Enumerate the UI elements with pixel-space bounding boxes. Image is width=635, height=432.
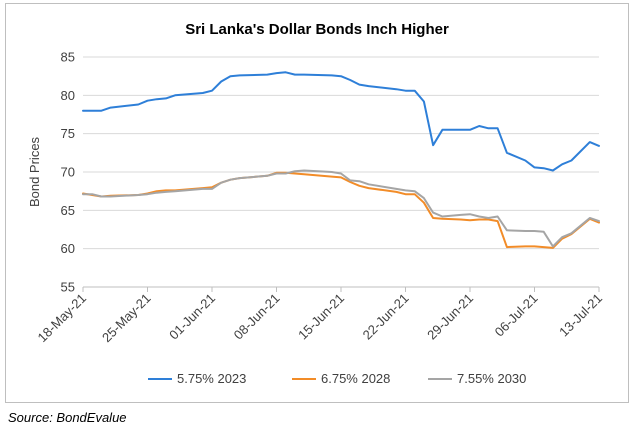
line-chart: Sri Lanka's Dollar Bonds Inch Higher 55 60… [27,21,605,386]
y-tick-label-75: 75 [61,126,75,141]
y-tick-label-60: 60 [61,241,75,256]
x-tick-label-1: 25-May-21 [99,291,154,346]
x-tick-label-6: 29-Jun-21 [424,291,476,343]
chart-title: Sri Lanka's Dollar Bonds Inch Higher [185,21,449,38]
x-tick-label-2: 01-Jun-21 [166,291,218,343]
y-tick-label-70: 70 [61,165,75,180]
source-caption: Source: BondEvalue [8,410,127,425]
x-tick-label-4: 15-Jun-21 [295,291,347,343]
legend-label-2: 7.55% 2030 [457,371,526,386]
series-line-0 [82,71,600,172]
y-tick-label-55: 55 [61,280,75,295]
x-tick-label-5: 22-Jun-21 [360,291,412,343]
x-tick-label-3: 08-Jun-21 [231,291,283,343]
x-tick-label-0: 18-May-21 [35,291,90,346]
x-tick-label-8: 13-Jul-21 [556,291,605,340]
x-tick-label-7: 06-Jul-21 [492,291,541,340]
y-tick-label-65: 65 [61,203,75,218]
series-line-1 [82,171,600,249]
legend-label-1: 6.75% 2028 [321,371,390,386]
legend-label-0: 5.75% 2023 [177,371,246,386]
y-tick-label-85: 85 [61,50,75,65]
series-line-2 [82,169,600,248]
chart-frame: Sri Lanka's Dollar Bonds Inch Higher 55 60… [5,3,629,403]
y-tick-label-80: 80 [61,88,75,103]
y-axis-label: Bond Prices [27,136,42,207]
